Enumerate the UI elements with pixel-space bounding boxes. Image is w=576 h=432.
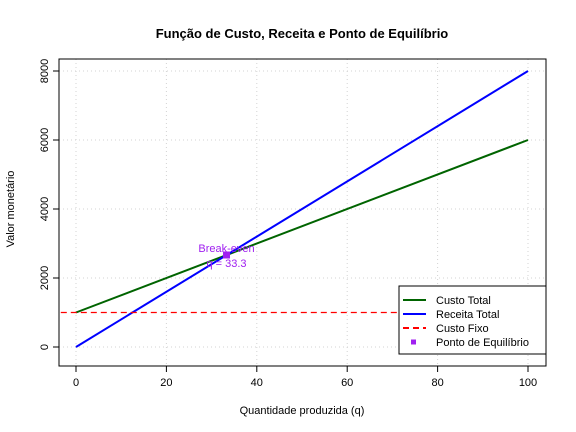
series-line-custo-total <box>75 139 529 314</box>
x-tick-label: 80 <box>431 377 443 389</box>
series-line-receita-total <box>75 70 529 348</box>
legend: Custo Total Receita Total Custo Fixo Ponto … <box>398 285 547 355</box>
x-tick-label: 100 <box>519 377 537 389</box>
chart-title: Função de Custo, Receita e Ponto de Equi… <box>156 26 449 41</box>
y-tick-label: 6000 <box>39 128 51 152</box>
legend-label: Ponto de Equilíbrio <box>436 337 529 349</box>
x-tick-label: 0 <box>73 377 79 389</box>
x-axis-label: Quantidade produzida (q) <box>240 405 365 417</box>
x-tick-label: 60 <box>341 377 353 389</box>
y-tick-label: 8000 <box>39 59 51 83</box>
legend-label: Custo Fixo <box>436 323 489 335</box>
y-tick-label: 4000 <box>39 197 51 221</box>
x-tick-label: 40 <box>251 377 263 389</box>
annotation-label-2: q = 33.3 <box>206 258 246 270</box>
axes: 0 20 40 60 80 100 0 2000 4000 6000 8000 <box>39 58 547 389</box>
y-tick-label: 2000 <box>39 266 51 290</box>
legend-box <box>398 285 547 355</box>
y-axis-label: Valor monetário <box>5 171 17 248</box>
annotation-label-1: Break-even <box>198 243 254 255</box>
break-even-point <box>223 251 231 259</box>
legend-swatch <box>411 339 416 345</box>
plot-area <box>59 70 546 348</box>
legend-label: Receita Total <box>436 309 499 321</box>
x-tick-label: 20 <box>160 377 172 389</box>
legend-label: Custo Total <box>436 295 491 307</box>
y-tick-label: 0 <box>39 344 51 350</box>
